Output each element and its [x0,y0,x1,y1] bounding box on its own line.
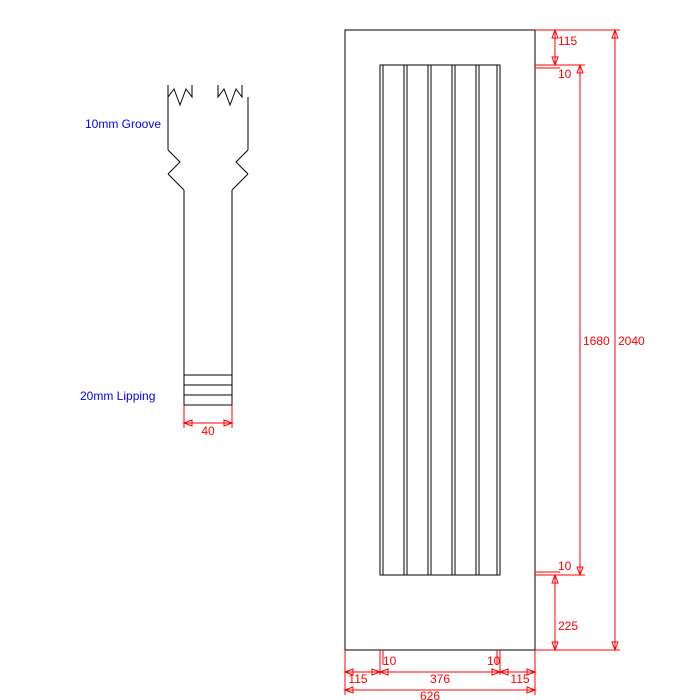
dim-section-width: 40 [201,424,215,438]
dim-gap-bottom: 10 [558,559,572,573]
dim-gap-top: 10 [558,67,572,81]
groove-label: 10mm Groove [85,117,161,131]
dim-gap-right: 10 [487,654,501,668]
technical-drawing: 2040 1680 115 10 225 10 626 115 376 115 … [0,0,700,700]
dim-height-outer: 2040 [618,334,645,348]
dim-stile-right: 115 [510,672,529,686]
dim-top-rail: 115 [558,34,577,48]
section-detail: 10mm Groove 20mm Lipping 40 [80,85,248,438]
dim-gap-left: 10 [383,654,397,668]
lipping-label: 20mm Lipping [80,389,155,403]
dim-width-total: 626 [420,689,440,700]
dim-stile-left: 115 [348,672,367,686]
dim-bottom-rail: 225 [558,619,578,633]
dims-right: 2040 1680 115 10 225 10 [535,30,645,650]
dim-width-panel: 376 [430,672,450,686]
dims-bottom: 626 115 376 115 10 10 [345,650,535,700]
dim-height-panel: 1680 [583,334,610,348]
door-elevation [345,30,535,650]
